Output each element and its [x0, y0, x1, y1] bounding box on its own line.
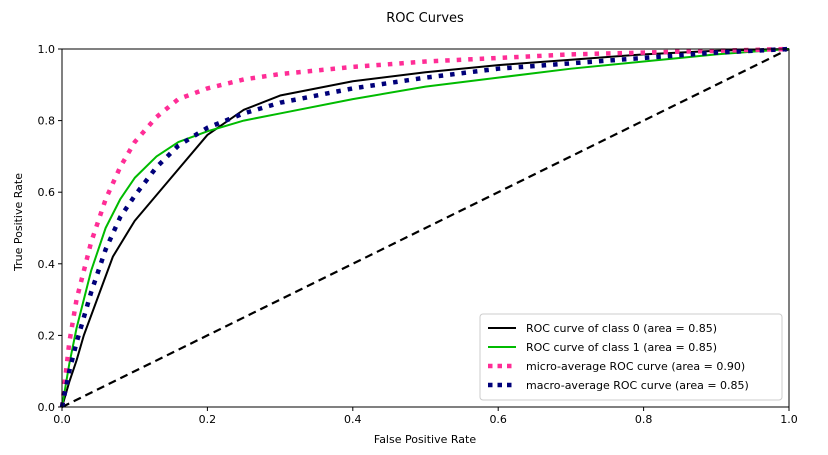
- x-tick-label: 0.0: [53, 413, 71, 426]
- x-axis-label: False Positive Rate: [374, 433, 476, 446]
- legend-box: [479, 313, 783, 401]
- y-tick-label: 0.0: [38, 401, 56, 414]
- y-tick-label: 1.0: [38, 43, 56, 56]
- legend-label-2: micro-average ROC curve (area = 0.90): [526, 360, 745, 373]
- series-line-1: [61, 48, 790, 408]
- y-tick-label: 0.4: [38, 258, 56, 271]
- series-line-4: [61, 48, 790, 408]
- y-axis-ticks: 0.0 0.2 0.4 0.6 0.8 1.0: [38, 43, 62, 414]
- plot-frame: [61, 48, 790, 408]
- x-tick-label: 0.4: [344, 413, 362, 426]
- chart-title: ROC Curves: [386, 11, 464, 26]
- legend-label-0: ROC curve of class 0 (area = 0.85): [526, 322, 717, 335]
- curves-group: [59, 46, 790, 408]
- series-line-2: [59, 46, 790, 408]
- y-tick-label: 0.2: [38, 329, 56, 342]
- y-axis-label: True Positive Rate: [12, 173, 25, 272]
- y-tick-label: 0.8: [38, 115, 56, 128]
- legend-label-3: macro-average ROC curve (area = 0.85): [526, 379, 749, 392]
- x-tick-label: 0.6: [489, 413, 507, 426]
- legend: ROC curve of class 0 (area = 0.85) ROC cu…: [479, 313, 783, 401]
- x-tick-label: 0.8: [635, 413, 653, 426]
- legend-label-1: ROC curve of class 1 (area = 0.85): [526, 341, 717, 354]
- x-tick-label: 1.0: [780, 413, 798, 426]
- series-line-3: [59, 46, 790, 408]
- x-axis-ticks: 0.0 0.2 0.4 0.6 0.8 1.0: [53, 407, 798, 426]
- y-tick-label: 0.6: [38, 186, 56, 199]
- x-tick-label: 0.2: [199, 413, 217, 426]
